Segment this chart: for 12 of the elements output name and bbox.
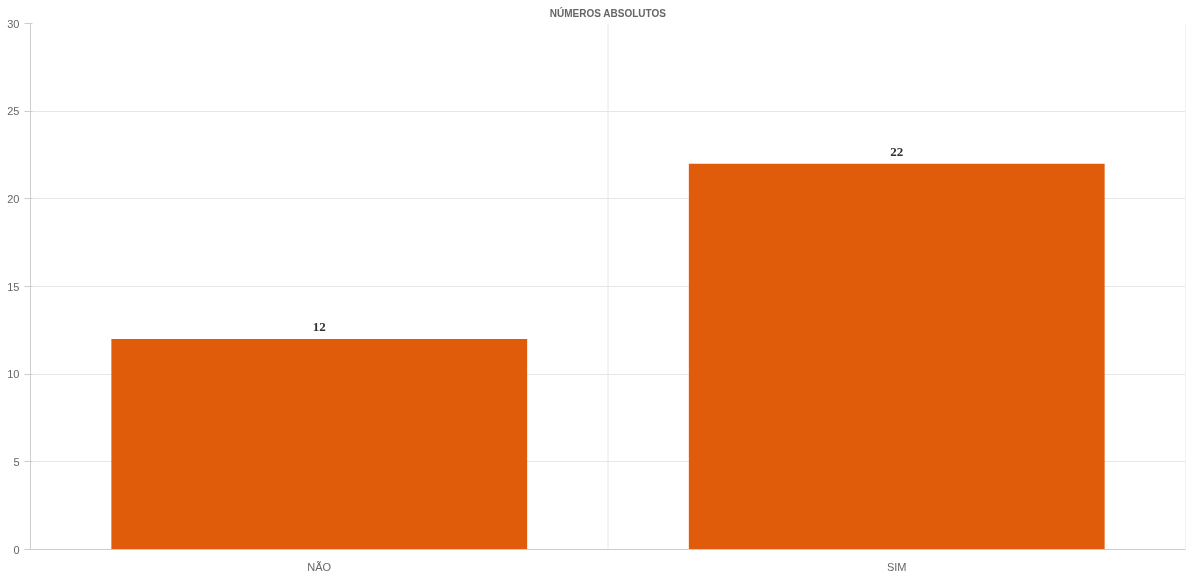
- chart-title: NÚMEROS ABSOLUTOS: [549, 6, 667, 19]
- y-tick-label: 30: [7, 17, 20, 30]
- y-tick-label: 15: [7, 280, 20, 293]
- y-tick-label: 25: [7, 105, 20, 118]
- y-tick-label: 20: [7, 192, 20, 205]
- y-tick-label: 5: [13, 455, 20, 468]
- y-tick-label: 0: [13, 543, 20, 556]
- x-tick-label: SIM: [886, 560, 907, 573]
- y-tick-label: 10: [7, 368, 20, 381]
- data-label: 22: [890, 143, 904, 159]
- data-label: 12: [312, 319, 326, 335]
- x-tick-label: NÃO: [307, 560, 332, 573]
